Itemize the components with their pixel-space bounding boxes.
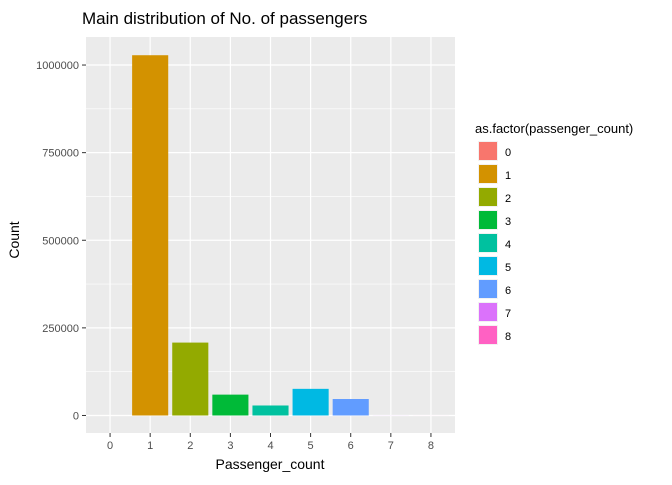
legend-label-3: 3 <box>505 216 511 228</box>
legend-label-0: 0 <box>505 147 511 159</box>
legend-title: as.factor(passenger_count) <box>475 121 633 136</box>
chart-title: Main distribution of No. of passengers <box>82 9 367 28</box>
legend-label-7: 7 <box>505 308 511 320</box>
legend-swatch-4 <box>479 234 497 252</box>
legend-swatch-0 <box>479 142 497 160</box>
legend-swatch-2 <box>479 188 497 206</box>
legend: as.factor(passenger_count) 0 1 2 3 4 5 6 7 8 <box>475 121 633 345</box>
x-axis-title: Passenger_count <box>216 456 325 472</box>
x-tick-label: 0 <box>107 440 113 452</box>
x-tick-label: 7 <box>388 440 394 452</box>
legend-swatch-5 <box>479 257 497 275</box>
x-axis: 0 1 2 3 4 5 6 7 8 <box>107 433 434 452</box>
legend-label-6: 6 <box>505 285 511 297</box>
bar-4 <box>252 405 288 415</box>
bar-2 <box>172 343 208 416</box>
y-axis: 0 250000 500000 750000 1000000 <box>36 60 86 422</box>
bar-5 <box>293 389 329 416</box>
y-tick-label: 750000 <box>42 148 79 160</box>
y-tick-label: 1000000 <box>36 60 79 72</box>
legend-label-5: 5 <box>505 262 511 274</box>
x-tick-label: 5 <box>308 440 314 452</box>
legend-swatch-8 <box>479 326 497 344</box>
bar-6 <box>333 399 369 415</box>
x-tick-label: 6 <box>348 440 354 452</box>
x-tick-label: 1 <box>147 440 153 452</box>
legend-swatch-3 <box>479 211 497 229</box>
legend-label-1: 1 <box>505 170 511 182</box>
bar-1 <box>132 55 168 415</box>
legend-label-8: 8 <box>505 331 511 343</box>
x-tick-label: 3 <box>227 440 233 452</box>
legend-swatch-6 <box>479 280 497 298</box>
y-axis-title: Count <box>6 221 22 258</box>
bar-3 <box>212 395 248 416</box>
y-tick-label: 0 <box>73 410 79 422</box>
y-tick-label: 500000 <box>42 235 79 247</box>
x-tick-label: 2 <box>187 440 193 452</box>
x-tick-label: 8 <box>428 440 434 452</box>
legend-swatch-7 <box>479 303 497 321</box>
y-tick-label: 250000 <box>42 323 79 335</box>
legend-label-4: 4 <box>505 239 511 251</box>
legend-label-2: 2 <box>505 193 511 205</box>
legend-items: 0 1 2 3 4 5 6 7 8 <box>478 141 511 345</box>
legend-swatch-1 <box>479 165 497 183</box>
x-tick-label: 4 <box>267 440 273 452</box>
